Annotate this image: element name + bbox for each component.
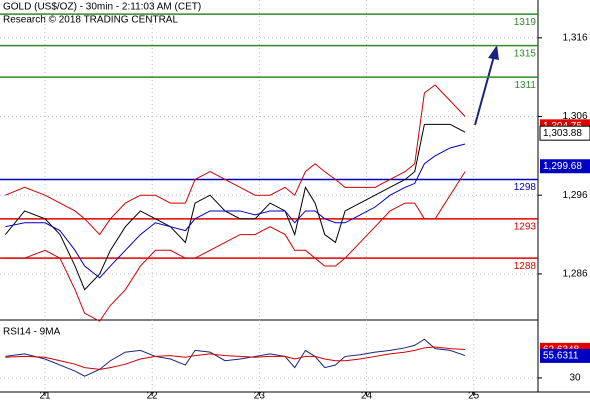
price-label-box: [540, 348, 590, 363]
level-label: 1293: [514, 221, 537, 232]
x-tick-label: 23: [254, 391, 266, 400]
level-label: 1319: [514, 17, 537, 28]
series-line: [5, 143, 466, 279]
price-label-box: [540, 159, 590, 174]
series-line: [5, 171, 466, 322]
price-label: 55.6311: [543, 351, 579, 362]
x-tick-label: 22: [147, 391, 159, 400]
x-tick-label: 25: [468, 391, 480, 400]
price-label-box: [539, 125, 590, 141]
x-tick-label: 21: [39, 391, 51, 400]
series-line: [5, 84, 466, 236]
arrow-head: [488, 45, 499, 60]
forecast-arrow: [474, 55, 495, 126]
price-label: 1,299.68: [543, 161, 582, 172]
series-line: [5, 346, 466, 370]
price-label: 1,303.88: [543, 128, 582, 139]
chart-subtitle: Research © 2018 TRADING CENTRAL: [3, 15, 178, 26]
series-line: [4, 123, 466, 291]
x-tick-label: 24: [361, 391, 373, 400]
y-tick-label: 30: [569, 373, 581, 384]
y-tick-label: 1,296: [562, 190, 587, 201]
level-label: 1311: [514, 80, 536, 91]
rsi-title: RSI14 - 9MA: [3, 327, 61, 338]
level-label: 1298: [514, 182, 537, 193]
y-tick-label: 1,306: [562, 111, 587, 122]
level-label: 1288: [514, 261, 537, 272]
series-line: [5, 338, 466, 377]
level-label: 1315: [514, 48, 537, 59]
y-tick-label: 1,316: [562, 32, 587, 43]
y-tick-label: 1,286: [562, 269, 587, 280]
chart-title: GOLD (US$/OZ) - 30min - 2:11:03 AM (CET): [3, 2, 201, 13]
